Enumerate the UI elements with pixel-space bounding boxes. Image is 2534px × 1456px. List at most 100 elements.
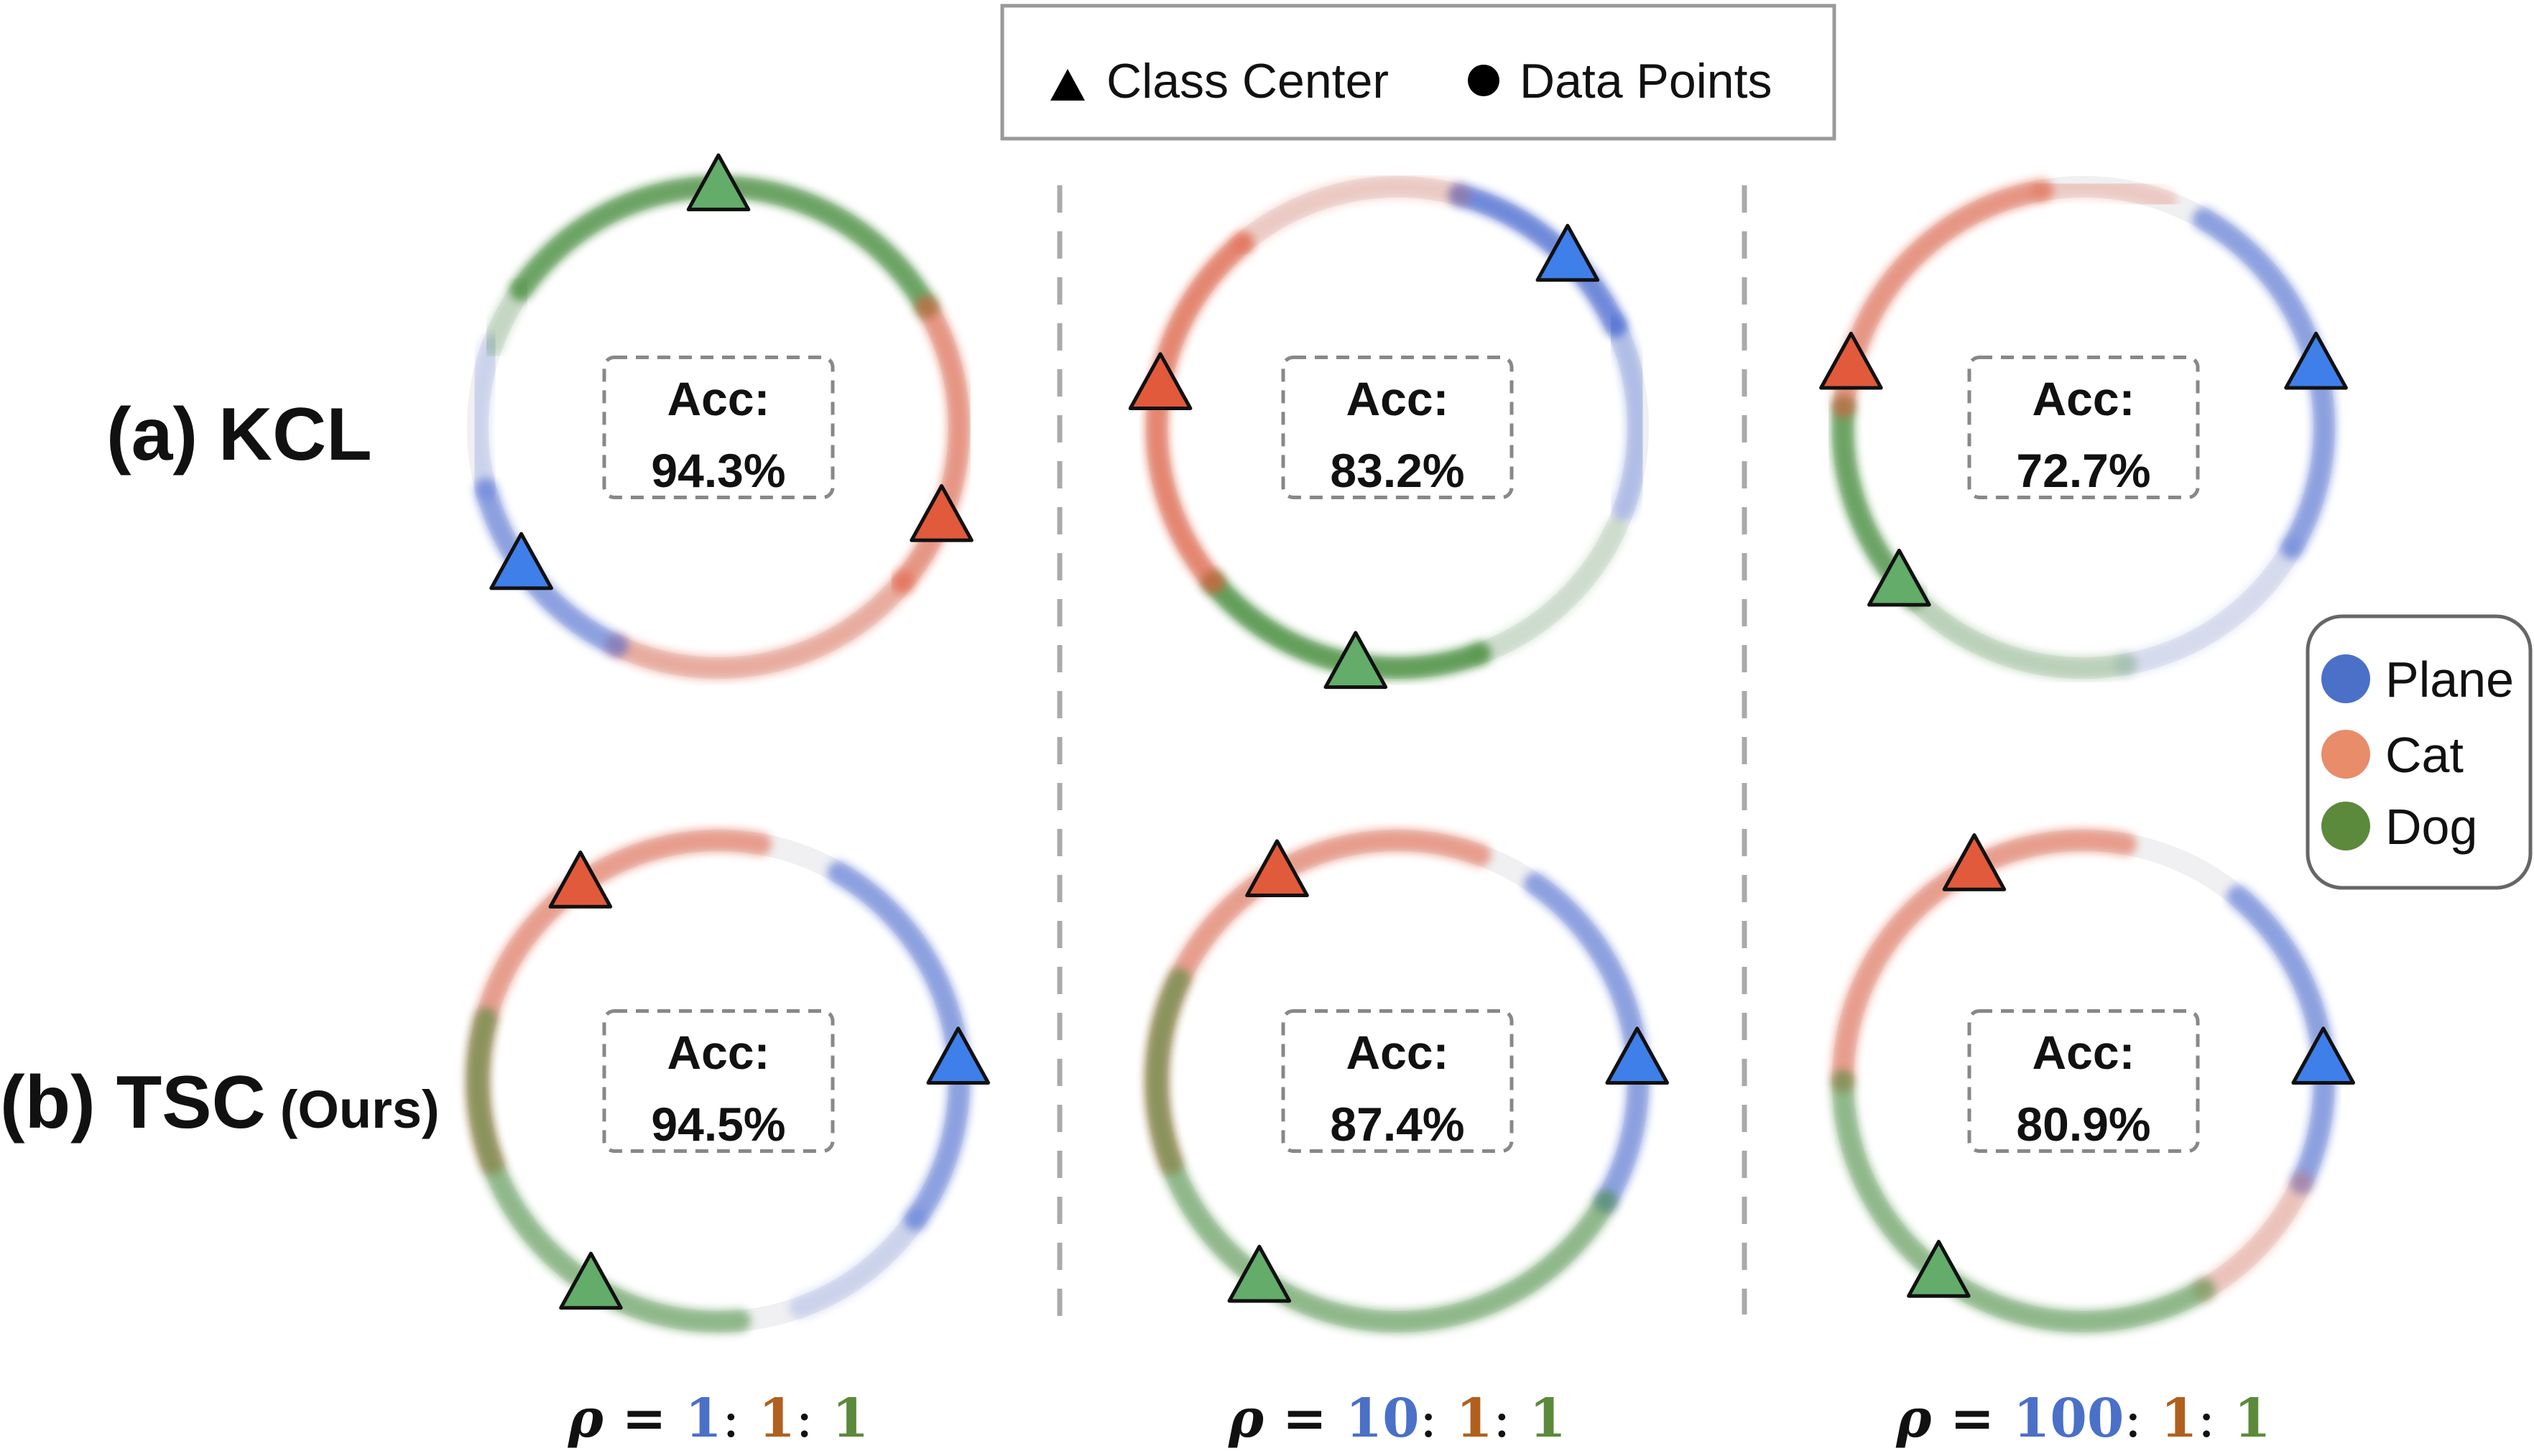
dog-class-center-icon	[686, 153, 751, 212]
cat-data-points	[891, 295, 971, 594]
ratio-b: 1	[2142, 1388, 2197, 1450]
cat-data-points	[1231, 175, 1471, 255]
panel-tsc-1: Acc: 94.5%	[466, 829, 991, 1334]
acc-value: 87.4%	[1330, 1098, 1464, 1151]
acc-label: Acc:	[2032, 372, 2135, 425]
ratio-label-3: ρ = 100: 1: 1	[1895, 1388, 2271, 1450]
top-legend: Class Center Data Points	[1000, 4, 1836, 141]
legend-plane: Plane	[2385, 652, 2514, 708]
ratio-sep: :	[722, 1388, 740, 1450]
row-label-kcl: (a) KCL	[106, 393, 372, 476]
ratio-c: 1	[1511, 1388, 1566, 1450]
plane-class-center-icon	[2284, 331, 2348, 390]
acc-box	[1967, 1009, 2200, 1153]
ratio-rho: ρ	[1895, 1388, 1932, 1450]
acc-label: Acc:	[1346, 372, 1448, 425]
acc-label: Acc:	[667, 1026, 769, 1079]
row-label-tsc-suffix: (Ours)	[280, 1080, 440, 1139]
dog-data-points	[466, 1007, 752, 1334]
acc-label: Acc:	[1346, 1026, 1448, 1079]
ratio-rho: ρ	[568, 1388, 604, 1450]
plane-data-points	[466, 333, 504, 501]
plane-data-points	[2227, 885, 2336, 1195]
plane-swatch-icon	[2321, 654, 2370, 703]
plane-data-points	[827, 861, 971, 1231]
acc-box	[1281, 1009, 1514, 1153]
acc-value: 72.7%	[2016, 444, 2150, 497]
panel-kcl-2: Acc: 83.2%	[1128, 175, 1650, 690]
plane-class-center-icon	[926, 1026, 991, 1085]
row-label-tsc: (b) TSC (Ours)	[0, 1061, 440, 1144]
plane-data-points	[2114, 536, 2304, 676]
legend-class-center: Class Center	[1106, 54, 1389, 108]
circle-icon	[1468, 65, 1499, 96]
plane-data-points	[789, 1207, 928, 1319]
top-legend-box	[1000, 4, 1836, 141]
dog-data-points	[1468, 517, 1627, 665]
dog-swatch-icon	[2321, 802, 2370, 850]
dog-class-center-icon	[1907, 1240, 1971, 1298]
panel-kcl-3: Acc: 72.7%	[1819, 175, 2348, 680]
ratio-label-2: ρ = 10: 1: 1	[1228, 1388, 1566, 1450]
acc-label: Acc:	[667, 372, 769, 425]
ratio-sep: :	[1493, 1388, 1511, 1450]
ratio-c: 1	[813, 1388, 869, 1450]
dog-data-points	[1201, 570, 1492, 680]
acc-box	[1281, 356, 1514, 499]
ratio-b: 1	[740, 1388, 795, 1450]
cat-class-center-icon	[548, 850, 613, 909]
plane-class-center-icon	[2291, 1026, 2356, 1085]
acc-value: 83.2%	[1330, 444, 1464, 497]
acc-box	[602, 356, 835, 499]
ratio-sep: :	[1420, 1388, 1438, 1450]
ratio-sep: :	[795, 1388, 813, 1450]
class-legend: Plane Cat Dog	[2306, 614, 2533, 890]
panels: Acc:94.3%Acc:83.2%Acc:72.7%Acc:94.5%Acc:…	[466, 153, 2356, 1334]
ratio-a: 100	[2013, 1388, 2124, 1450]
dog-data-points	[481, 277, 533, 357]
cat-class-center-icon	[1942, 833, 2007, 891]
cat-data-points	[1145, 231, 1254, 594]
plane-class-center-icon	[1605, 1026, 1670, 1085]
cat-data-points	[605, 570, 915, 680]
plane-data-points	[1448, 183, 1627, 338]
cat-swatch-icon	[2321, 730, 2370, 779]
dog-data-points	[1902, 585, 2137, 680]
dog-class-center-icon	[1867, 548, 1931, 607]
dog-class-center-icon	[1227, 1244, 1292, 1303]
legend-cat: Cat	[2385, 727, 2464, 783]
cat-class-center-icon	[1245, 839, 1309, 898]
plane-class-center-icon	[1535, 223, 1600, 282]
legend-data-points: Data Points	[1520, 54, 1772, 108]
ratio-rho: ρ	[1228, 1388, 1264, 1450]
acc-label: Acc:	[2032, 1026, 2135, 1079]
cat-class-center-icon	[910, 483, 974, 542]
panel-kcl-1: Acc: 94.3%	[466, 153, 974, 680]
plane-class-center-icon	[489, 532, 553, 590]
ratio-b: 1	[1438, 1388, 1493, 1450]
ratio-sep: :	[2198, 1388, 2216, 1450]
ratio-sep: :	[2124, 1388, 2142, 1450]
plane-data-points	[1524, 872, 1650, 1213]
cat-class-center-icon	[1128, 352, 1193, 411]
ratio-eq: =	[604, 1388, 685, 1450]
cat-data-points	[2030, 175, 2178, 213]
dog-class-center-icon	[1323, 631, 1388, 690]
ratio-eq: =	[1931, 1388, 2013, 1450]
plane-data-points	[1604, 314, 1650, 521]
ratio-eq: =	[1264, 1388, 1346, 1450]
ratio-a: 10	[1346, 1388, 1420, 1450]
ratio-a: 1	[685, 1388, 722, 1450]
cat-data-points	[1831, 829, 2137, 1093]
ratio-label-1: ρ = 1: 1: 1	[568, 1388, 869, 1450]
acc-box	[1967, 356, 2200, 499]
ratio-c: 1	[2216, 1388, 2271, 1450]
cat-class-center-icon	[1819, 331, 1883, 390]
acc-value: 94.3%	[651, 444, 785, 497]
panel-tsc-3: Acc: 80.9%	[1831, 829, 2356, 1333]
triangle-icon	[1050, 69, 1085, 101]
panel-tsc-2: Acc: 87.4%	[1145, 829, 1670, 1333]
legend-dog: Dog	[2385, 799, 2477, 855]
